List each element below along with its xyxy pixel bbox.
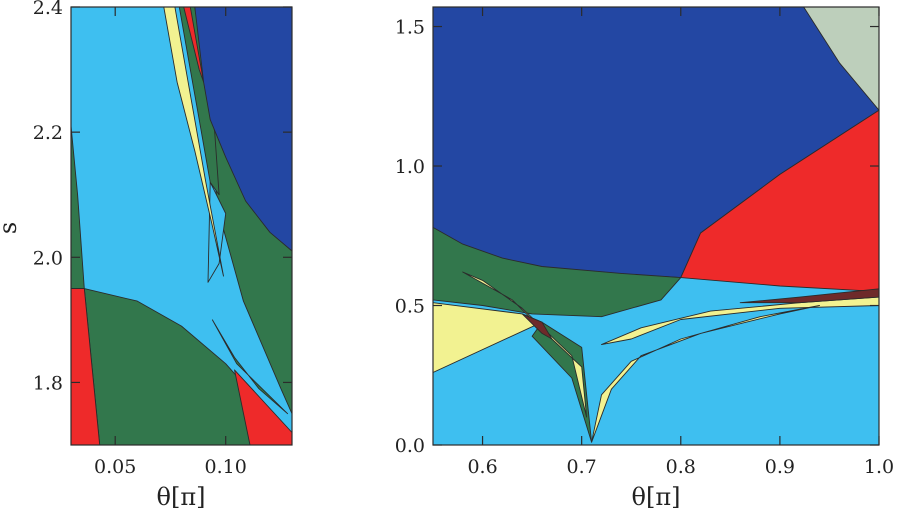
right-x-tick-label: 0.8 [666,456,696,478]
left-region-red-3 [71,288,101,445]
left-y-tick-label: 2.0 [33,247,63,269]
right-region-yellow-12 [591,305,820,443]
right-region-maroon-11 [739,288,879,304]
left-y-tick-label: 1.8 [33,372,63,394]
right-x-tick-label: 0.9 [765,456,795,478]
left-regions [71,7,292,445]
left-x-tick-label: 0.10 [205,456,247,478]
right-region-green-5 [433,226,682,318]
right-y-tick-label: 0.0 [395,435,425,457]
right-region-yellow-10 [601,296,879,346]
right-panel: 0.6 0.7 0.8 0.9 1.0 0.0 0.5 1.0 1.5 θ[π] [395,6,894,511]
right-region-gray_green-2 [803,7,879,111]
left-region-red-4 [234,369,292,445]
right-x-tick-label: 0.6 [467,456,497,478]
left-plot-frame [70,6,293,446]
left-y-axis-label: s [0,222,22,234]
right-regions [433,7,879,445]
right-x-tick-label: 1.0 [864,456,894,478]
left-y-tick-label: 2.4 [33,0,63,19]
right-region-maroon-9 [521,313,553,340]
right-plot-frame [432,6,880,446]
left-region-dark_blue-11 [194,7,292,252]
left-region-green-7 [211,319,289,415]
left-region-yellow-8 [163,7,224,277]
left-y-tick-label: 2.2 [33,122,63,144]
right-x-tick-label: 0.7 [567,456,597,478]
right-y-tick-label: 0.5 [395,296,425,318]
left-x-tick-label: 0.05 [94,456,136,478]
right-y-tick-label: 1.0 [395,156,425,178]
right-region-green-7 [531,321,593,443]
right-x-axis-label: θ[π] [632,483,681,511]
right-region-yellow-8 [462,271,588,418]
right-y-tick-label: 1.5 [395,17,425,39]
right-region-red-3 [680,109,879,293]
left-panel: 0.05 0.10 1.8 2.0 2.2 2.4 θ[π] s [0,0,293,511]
left-x-axis-label: θ[π] [157,483,206,511]
left-region-light_blue-6 [207,181,227,283]
